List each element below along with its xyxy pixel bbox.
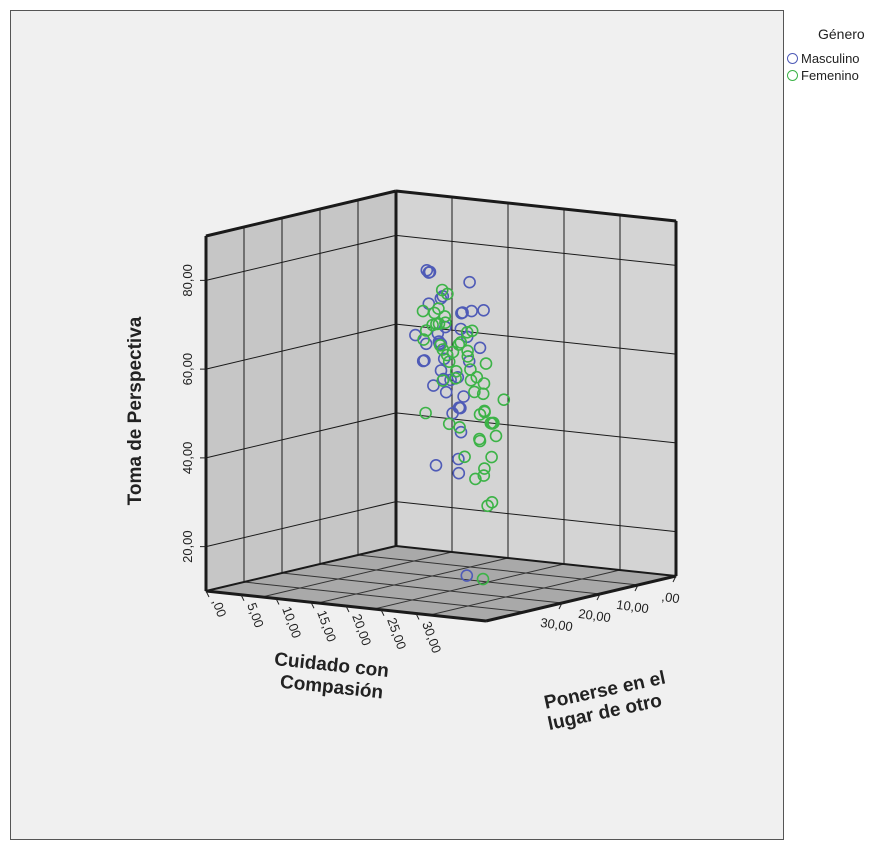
legend-swatch-femenino <box>787 70 798 81</box>
point-femenino <box>481 499 494 513</box>
point-femenino <box>479 357 493 370</box>
point-masculino <box>416 354 430 368</box>
legend-swatch-masculino <box>787 53 798 64</box>
z-tick-label: 20,00 <box>349 612 374 648</box>
point-masculino <box>423 265 437 279</box>
point-masculino <box>444 373 457 387</box>
point-masculino <box>452 466 466 480</box>
point-femenino <box>449 364 463 378</box>
point-femenino <box>477 377 491 390</box>
point-femenino <box>439 316 452 330</box>
legend-label-masculino: Masculino <box>801 51 860 66</box>
y-tick-label: 80,00 <box>180 264 195 297</box>
point-femenino <box>485 417 499 430</box>
point-femenino <box>489 429 503 443</box>
legend: Género Masculino Femenino <box>787 26 865 84</box>
point-masculino <box>427 379 440 392</box>
point-femenino <box>449 371 462 385</box>
point-femenino <box>477 469 491 482</box>
point-femenino <box>468 385 481 399</box>
point-femenino <box>430 317 443 331</box>
point-masculino <box>473 341 487 355</box>
point-femenino <box>485 450 498 464</box>
point-femenino <box>458 450 471 464</box>
y-tick-label: 40,00 <box>180 442 195 475</box>
point-femenino <box>419 406 432 420</box>
point-femenino <box>476 572 490 586</box>
legend-title: Género <box>818 26 865 42</box>
point-femenino <box>497 393 511 407</box>
point-femenino <box>417 333 430 346</box>
point-masculino <box>456 306 469 319</box>
chart-frame: 20,00 40,00 60,00 80,00,00 10,00 20,00 30,00,0… <box>10 10 784 840</box>
y-axis-title: Toma de Perspectiva <box>125 316 146 505</box>
point-masculino <box>439 385 453 399</box>
z-tick-label: 5,00 <box>244 601 267 630</box>
point-femenino <box>438 310 452 323</box>
point-femenino <box>441 287 454 301</box>
point-femenino <box>442 417 456 431</box>
points <box>409 263 511 586</box>
z-tick-label: 15,00 <box>314 608 339 644</box>
point-masculino <box>463 275 476 289</box>
point-masculino <box>452 452 465 466</box>
point-femenino <box>432 302 445 315</box>
legend-label-femenino: Femenino <box>801 68 859 83</box>
point-femenino <box>469 472 482 486</box>
scatter-3d-plot: 20,0040,0060,0080,00,0010,0020,0030,00,0… <box>125 189 681 735</box>
legend-item-masculino: Masculino <box>787 50 865 67</box>
x-tick-label: 20,00 <box>577 606 611 625</box>
point-femenino <box>454 336 468 349</box>
z-tick-label: ,00 <box>209 597 229 619</box>
point-masculino <box>429 458 443 472</box>
z-tick-label: 25,00 <box>384 616 409 652</box>
point-masculino <box>454 401 467 415</box>
x-tick-label: 10,00 <box>615 597 649 616</box>
point-femenino <box>461 344 474 358</box>
point-femenino <box>416 304 430 318</box>
left-back-wall <box>205 190 397 592</box>
point-femenino <box>465 324 479 338</box>
legend-item-femenino: Femenino <box>787 67 865 84</box>
y-tick-label: 20,00 <box>180 530 195 563</box>
point-femenino <box>440 348 454 362</box>
z-tick-label: 30,00 <box>419 619 444 655</box>
point-femenino <box>461 350 475 363</box>
point-masculino <box>477 303 490 317</box>
x-tick-label: 30,00 <box>539 615 573 634</box>
point-femenino <box>473 432 486 446</box>
point-femenino <box>464 373 478 387</box>
point-femenino <box>452 338 466 351</box>
z-tick-label: 10,00 <box>279 604 304 640</box>
point-masculino <box>460 569 474 582</box>
x-tick-label: ,00 <box>661 589 681 606</box>
point-masculino <box>454 425 468 439</box>
point-masculino <box>457 390 470 403</box>
point-femenino <box>478 462 491 475</box>
point-femenino <box>478 405 491 419</box>
point-femenino <box>436 374 450 387</box>
point-femenino <box>460 325 474 339</box>
y-tick-label: 60,00 <box>180 353 195 386</box>
